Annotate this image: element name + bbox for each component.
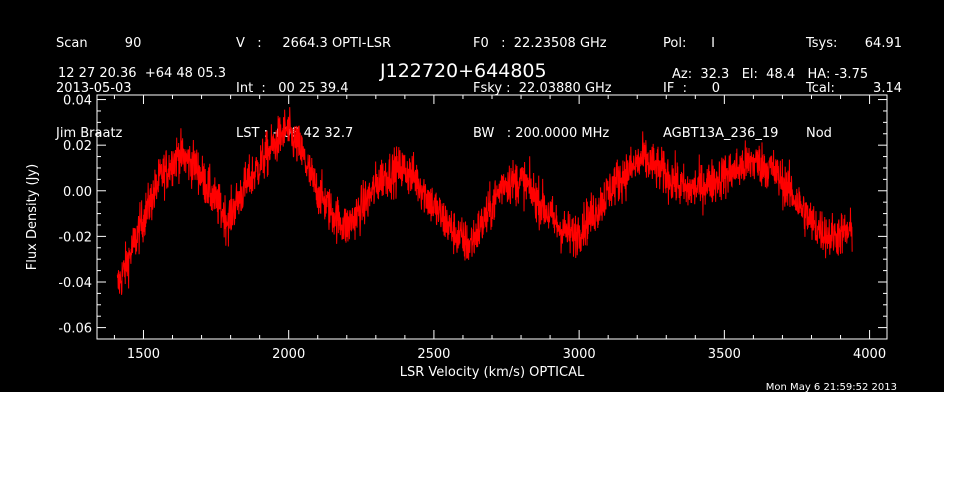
- tsys-label: Tsys:: [806, 36, 838, 51]
- header-col-system: Tsys: Tcal: Nod: [806, 6, 837, 171]
- switch-mode: Nod: [806, 126, 832, 141]
- observer-line: Jim Braatz: [56, 126, 123, 141]
- y-tick-label: -0.06: [58, 322, 92, 337]
- y-tick-label: 0.02: [63, 139, 92, 154]
- header-col-polarization: Pol: I IF : 0 AGBT13A_236_19: [663, 6, 778, 171]
- bandwidth-line: BW : 200.0000 MHz: [473, 126, 610, 141]
- spectrum-trace: [116, 107, 853, 295]
- date-line: 2013-05-03: [56, 81, 132, 96]
- source-name: J122720+644805: [380, 60, 547, 82]
- polarization-line: Pol: I: [663, 36, 715, 51]
- y-tick-label: 0.04: [63, 94, 92, 109]
- tcal-value: 3.14: [873, 81, 902, 96]
- scan-line: Scan 90: [56, 36, 142, 51]
- if-line: IF : 0: [663, 81, 721, 96]
- x-tick-label: 2500: [417, 347, 450, 362]
- plot-panel: Scan 90 2013-05-03 Jim Braatz V : 2664.3…: [0, 0, 944, 392]
- project-line: AGBT13A_236_19: [663, 126, 779, 141]
- y-tick-label: -0.04: [58, 276, 92, 291]
- sky-frequency-line: Fsky : 22.03880 GHz: [473, 81, 612, 96]
- y-tick-label: -0.02: [58, 230, 92, 245]
- integration-line: Int : 00 25 39.4: [236, 81, 349, 96]
- source-coordinates: 12 27 20.36 +64 48 05.3: [58, 66, 227, 81]
- x-tick-label: 3500: [708, 347, 741, 362]
- x-axis-label: LSR Velocity (km/s) OPTICAL: [400, 365, 585, 380]
- header-col-scan: Scan 90 2013-05-03 Jim Braatz: [56, 6, 141, 171]
- header-col-system-values: 64.91 3.14: [826, 6, 902, 156]
- x-tick-label: 1500: [127, 347, 160, 362]
- header-col-frequency: F0 : 22.23508 GHz Fsky : 22.03880 GHz BW…: [473, 6, 612, 171]
- tcal-label: Tcal:: [806, 81, 835, 96]
- x-tick-label: 4000: [853, 347, 886, 362]
- y-axis-label: Flux Density (Jy): [25, 164, 40, 270]
- x-tick-label: 3000: [563, 347, 596, 362]
- tsys-value: 64.91: [864, 36, 902, 51]
- az-el-ha: Az: 32.3 El: 48.4 HA: -3.75: [672, 67, 869, 82]
- timestamp: Mon May 6 21:59:52 2013: [766, 382, 897, 392]
- spectrum-chart: 1500 2000 2500 3000 3500 4000 -0.06 -0.04 -0.02…: [25, 94, 897, 392]
- y-tick-label: 0.00: [63, 185, 92, 200]
- x-tick-label: 2000: [272, 347, 305, 362]
- rest-frequency-line: F0 : 22.23508 GHz: [473, 36, 607, 51]
- velocity-line: V : 2664.3 OPTI-LSR: [236, 36, 392, 51]
